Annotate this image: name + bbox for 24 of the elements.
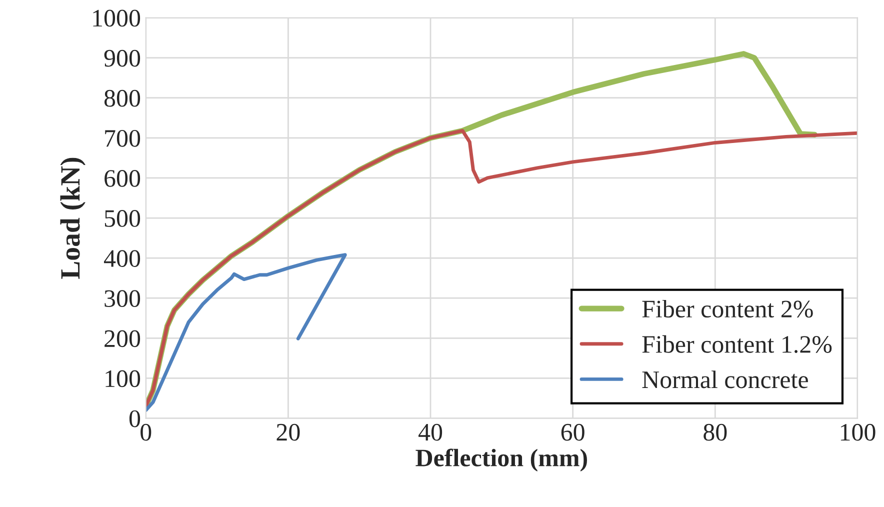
- legend-label: Fiber content 1.2%: [642, 335, 832, 353]
- y-axis-title: Load (kN): [60, 158, 86, 279]
- y-tick-label: 900: [104, 50, 140, 67]
- x-axis-title: Deflection (mm): [416, 448, 587, 472]
- x-tick-label: 60: [561, 424, 584, 441]
- legend-label: Fiber content 2%: [642, 300, 813, 318]
- legend-label: Normal concrete: [642, 370, 808, 388]
- line-series: [146, 128, 858, 408]
- y-tick-label: 800: [104, 90, 140, 107]
- x-tick-label: 80: [704, 424, 727, 441]
- y-tick-label: 300: [104, 290, 140, 308]
- x-tick-label: 100: [840, 424, 876, 441]
- y-tick-label: 0: [129, 410, 140, 428]
- y-tick-label: 600: [104, 170, 140, 187]
- y-tick-label: 1000: [93, 10, 140, 27]
- y-tick-label: 100: [106, 370, 140, 388]
- y-tick-label: 200: [104, 330, 140, 348]
- line-series: [146, 253, 347, 412]
- x-tick-label: 40: [418, 424, 442, 441]
- x-tick-label: 0: [140, 424, 152, 441]
- y-tick-label: 400: [104, 250, 140, 267]
- y-tick-label: 500: [104, 210, 140, 227]
- y-tick-label: 700: [105, 130, 140, 147]
- x-tick-label: 20: [276, 424, 300, 441]
